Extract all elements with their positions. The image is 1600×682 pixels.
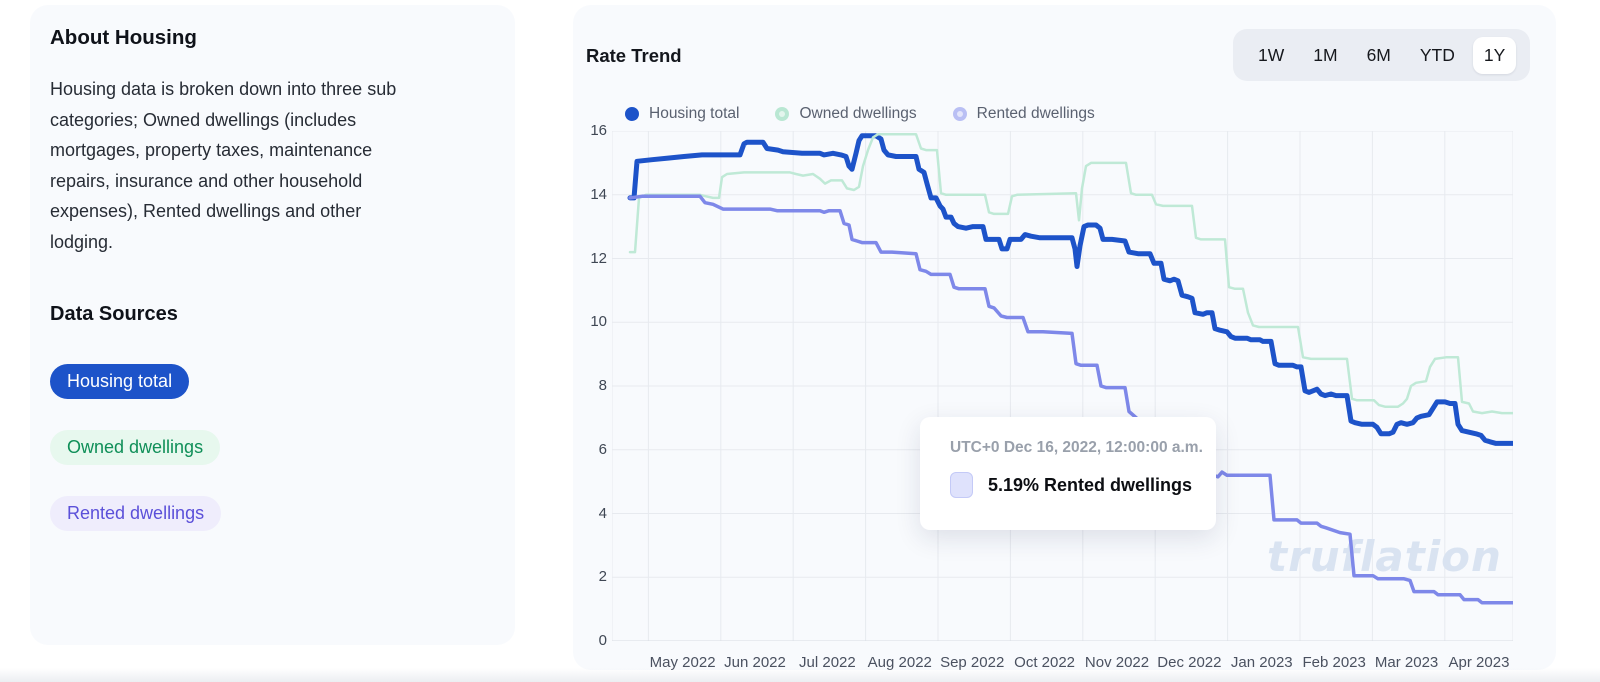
x-axis-label: May 2022: [649, 654, 716, 671]
y-axis-label: 8: [598, 377, 607, 394]
x-axis-label: Jan 2023: [1230, 654, 1293, 671]
y-axis-label: 0: [598, 632, 607, 649]
y-axis-label: 10: [590, 313, 607, 331]
source-pill-owned-dwellings[interactable]: Owned dwellings: [50, 430, 221, 465]
legend-label: Owned dwellings: [799, 105, 917, 122]
bottom-fade: [0, 668, 1600, 682]
range-button-ytd[interactable]: YTD: [1419, 44, 1455, 65]
x-axis-label: Sep 2022: [940, 654, 1005, 671]
y-axis-label: 2: [598, 568, 607, 586]
x-axis-label: Apr 2023: [1448, 654, 1510, 671]
range-button-1y[interactable]: 1Y: [1472, 36, 1517, 74]
y-axis-label: 12: [590, 249, 607, 267]
legend-label: Rented dwellings: [976, 105, 1095, 122]
data-sources-heading: Data Sources: [50, 303, 178, 325]
x-axis-label: Jul 2022: [799, 654, 856, 671]
tooltip-value: 5.19% Rented dwellings: [987, 474, 1192, 495]
x-axis-label: Nov 2022: [1084, 654, 1150, 671]
chart-tooltip: UTC+0 Dec 16, 2022, 12:00:00 a.m. 5.19% …: [920, 417, 1216, 530]
x-axis: May 2022 Jun 2022 Jul 2022 Aug 2022 Sep 2022…: [573, 654, 1556, 674]
x-axis-label: Dec 2022: [1157, 654, 1222, 671]
legend-item-housing-total[interactable]: Housing total: [625, 105, 739, 123]
y-axis-label: 6: [598, 440, 607, 458]
legend-item-owned-dwellings[interactable]: Owned dwellings: [775, 105, 917, 123]
x-axis-label: Jun 2022: [724, 654, 786, 671]
tooltip-timestamp: UTC+0 Dec 16, 2022, 12:00:00 a.m.: [950, 439, 1203, 456]
y-axis-label: 14: [590, 185, 607, 203]
rate-trend-chart[interactable]: truflation: [611, 130, 1516, 642]
about-description: Housing data is broken down into three s…: [50, 79, 397, 252]
range-button-6m[interactable]: 6M: [1366, 44, 1391, 65]
time-range-selector: 1W 1M 6M YTD 1Y: [1233, 29, 1531, 81]
series-line-owned-dwellings: [628, 132, 1515, 415]
rented-dwellings-dot-icon: [952, 107, 967, 121]
legend-label: Housing total: [649, 105, 740, 122]
range-button-1w[interactable]: 1W: [1258, 44, 1285, 65]
rate-trend-panel: Rate Trend 1W 1M 6M YTD 1Y Housing total…: [573, 5, 1556, 671]
x-axis-label: Mar 2023: [1374, 654, 1439, 671]
housing-total-dot-icon: [625, 107, 639, 121]
chart-legend: Housing total Owned dwellings Rented dwe…: [625, 105, 1095, 123]
y-axis-label: 4: [598, 504, 607, 522]
chart-title: Rate Trend: [586, 45, 682, 66]
about-title: About Housing: [50, 26, 197, 49]
about-panel: About Housing Housing data is broken dow…: [30, 5, 515, 645]
rented-dwellings-swatch-icon: [950, 472, 973, 498]
x-axis-label: Oct 2022: [1014, 654, 1076, 671]
source-pill-rented-dwellings[interactable]: Rented dwellings: [50, 496, 222, 531]
source-pill-housing-total[interactable]: Housing total: [50, 364, 190, 399]
legend-item-rented-dwellings[interactable]: Rented dwellings: [952, 105, 1095, 123]
plot-area[interactable]: truflation: [611, 130, 1516, 642]
series-line-rented-dwellings: [628, 194, 1515, 605]
range-button-1m[interactable]: 1M: [1313, 44, 1338, 65]
series-line-housing-total: [627, 133, 1516, 446]
truflation-watermark: truflation: [1267, 532, 1502, 581]
owned-dwellings-dot-icon: [775, 107, 790, 121]
y-axis: 0 2 4 6 8 10 12 14 16: [573, 122, 607, 649]
y-axis-label: 16: [590, 122, 607, 139]
x-axis-label: Feb 2023: [1302, 654, 1366, 671]
x-axis-label: Aug 2022: [867, 654, 932, 671]
